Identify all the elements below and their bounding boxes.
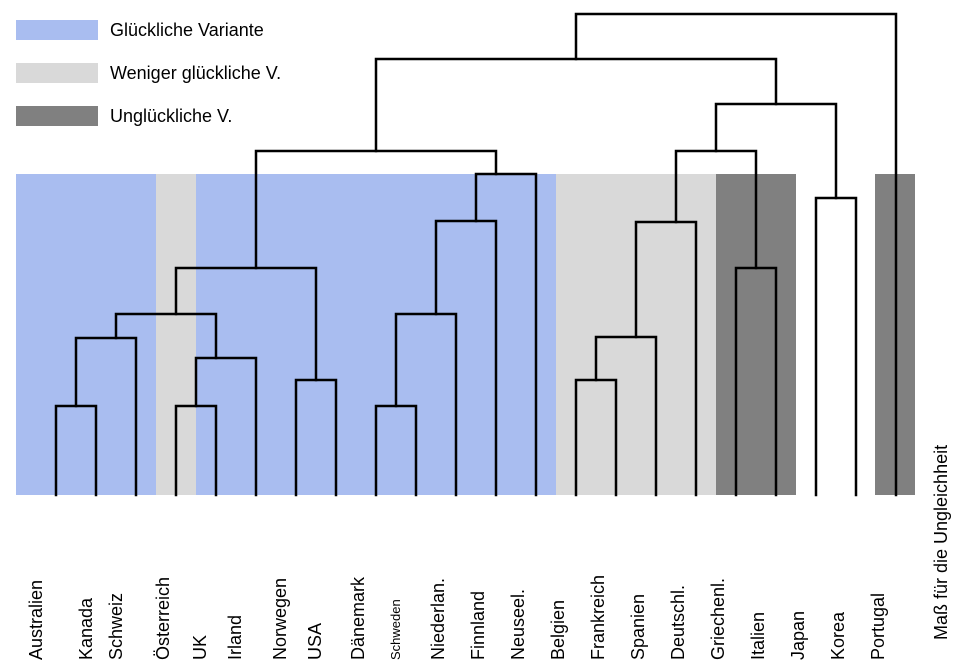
dendrogram-lines xyxy=(54,12,898,497)
country-label-belgien: Belgien xyxy=(548,599,568,660)
country-label-finnland: Finnland xyxy=(468,590,488,660)
legend-swatch-unhappy xyxy=(16,106,98,126)
country-label-kanada: Kanada xyxy=(76,597,96,660)
legend-label-unhappy: Unglückliche V. xyxy=(110,105,233,126)
country-label-griechenland: Griechenl. xyxy=(708,577,728,660)
country-label-australien: Australien xyxy=(26,579,46,660)
legend-swatch-less-happy xyxy=(16,63,98,83)
country-label-frankreich: Frankreich xyxy=(588,574,608,660)
country-label-uk: UK xyxy=(190,634,210,660)
country-label-korea: Korea xyxy=(828,611,848,660)
country-label-spanien: Spanien xyxy=(628,593,648,660)
axis-label-inequality: Maß für die Ungleichheit xyxy=(931,444,951,640)
legend-label-happy: Glückliche Variante xyxy=(110,19,264,40)
country-label-schweiz: Schweiz xyxy=(106,592,126,660)
country-label-schweden: Schweden xyxy=(388,599,403,660)
country-label-oesterreich: Österreich xyxy=(153,576,173,660)
country-label-niederlande: Niederlan. xyxy=(428,577,448,660)
country-label-deutschland: Deutschl. xyxy=(668,584,688,660)
legend-item-unhappy: Unglückliche V. xyxy=(16,104,232,128)
country-label-usa: USA xyxy=(305,622,325,660)
country-label-irland: Irland xyxy=(225,614,245,660)
country-label-italien: Italien xyxy=(748,611,768,660)
legend-item-less-happy: Weniger glückliche V. xyxy=(16,61,281,85)
country-label-japan: Japan xyxy=(788,610,808,660)
legend-item-happy: Glückliche Variante xyxy=(16,18,264,42)
legend-swatch-happy xyxy=(16,20,98,40)
band-happy-1 xyxy=(16,174,156,495)
country-label-portugal: Portugal xyxy=(868,592,888,660)
country-label-daenemark: Dänemark xyxy=(348,576,368,660)
country-label-norwegen: Norwegen xyxy=(270,577,290,660)
country-label-neuseeland: Neuseel. xyxy=(508,588,528,660)
legend-label-less-happy: Weniger glückliche V. xyxy=(110,62,282,83)
